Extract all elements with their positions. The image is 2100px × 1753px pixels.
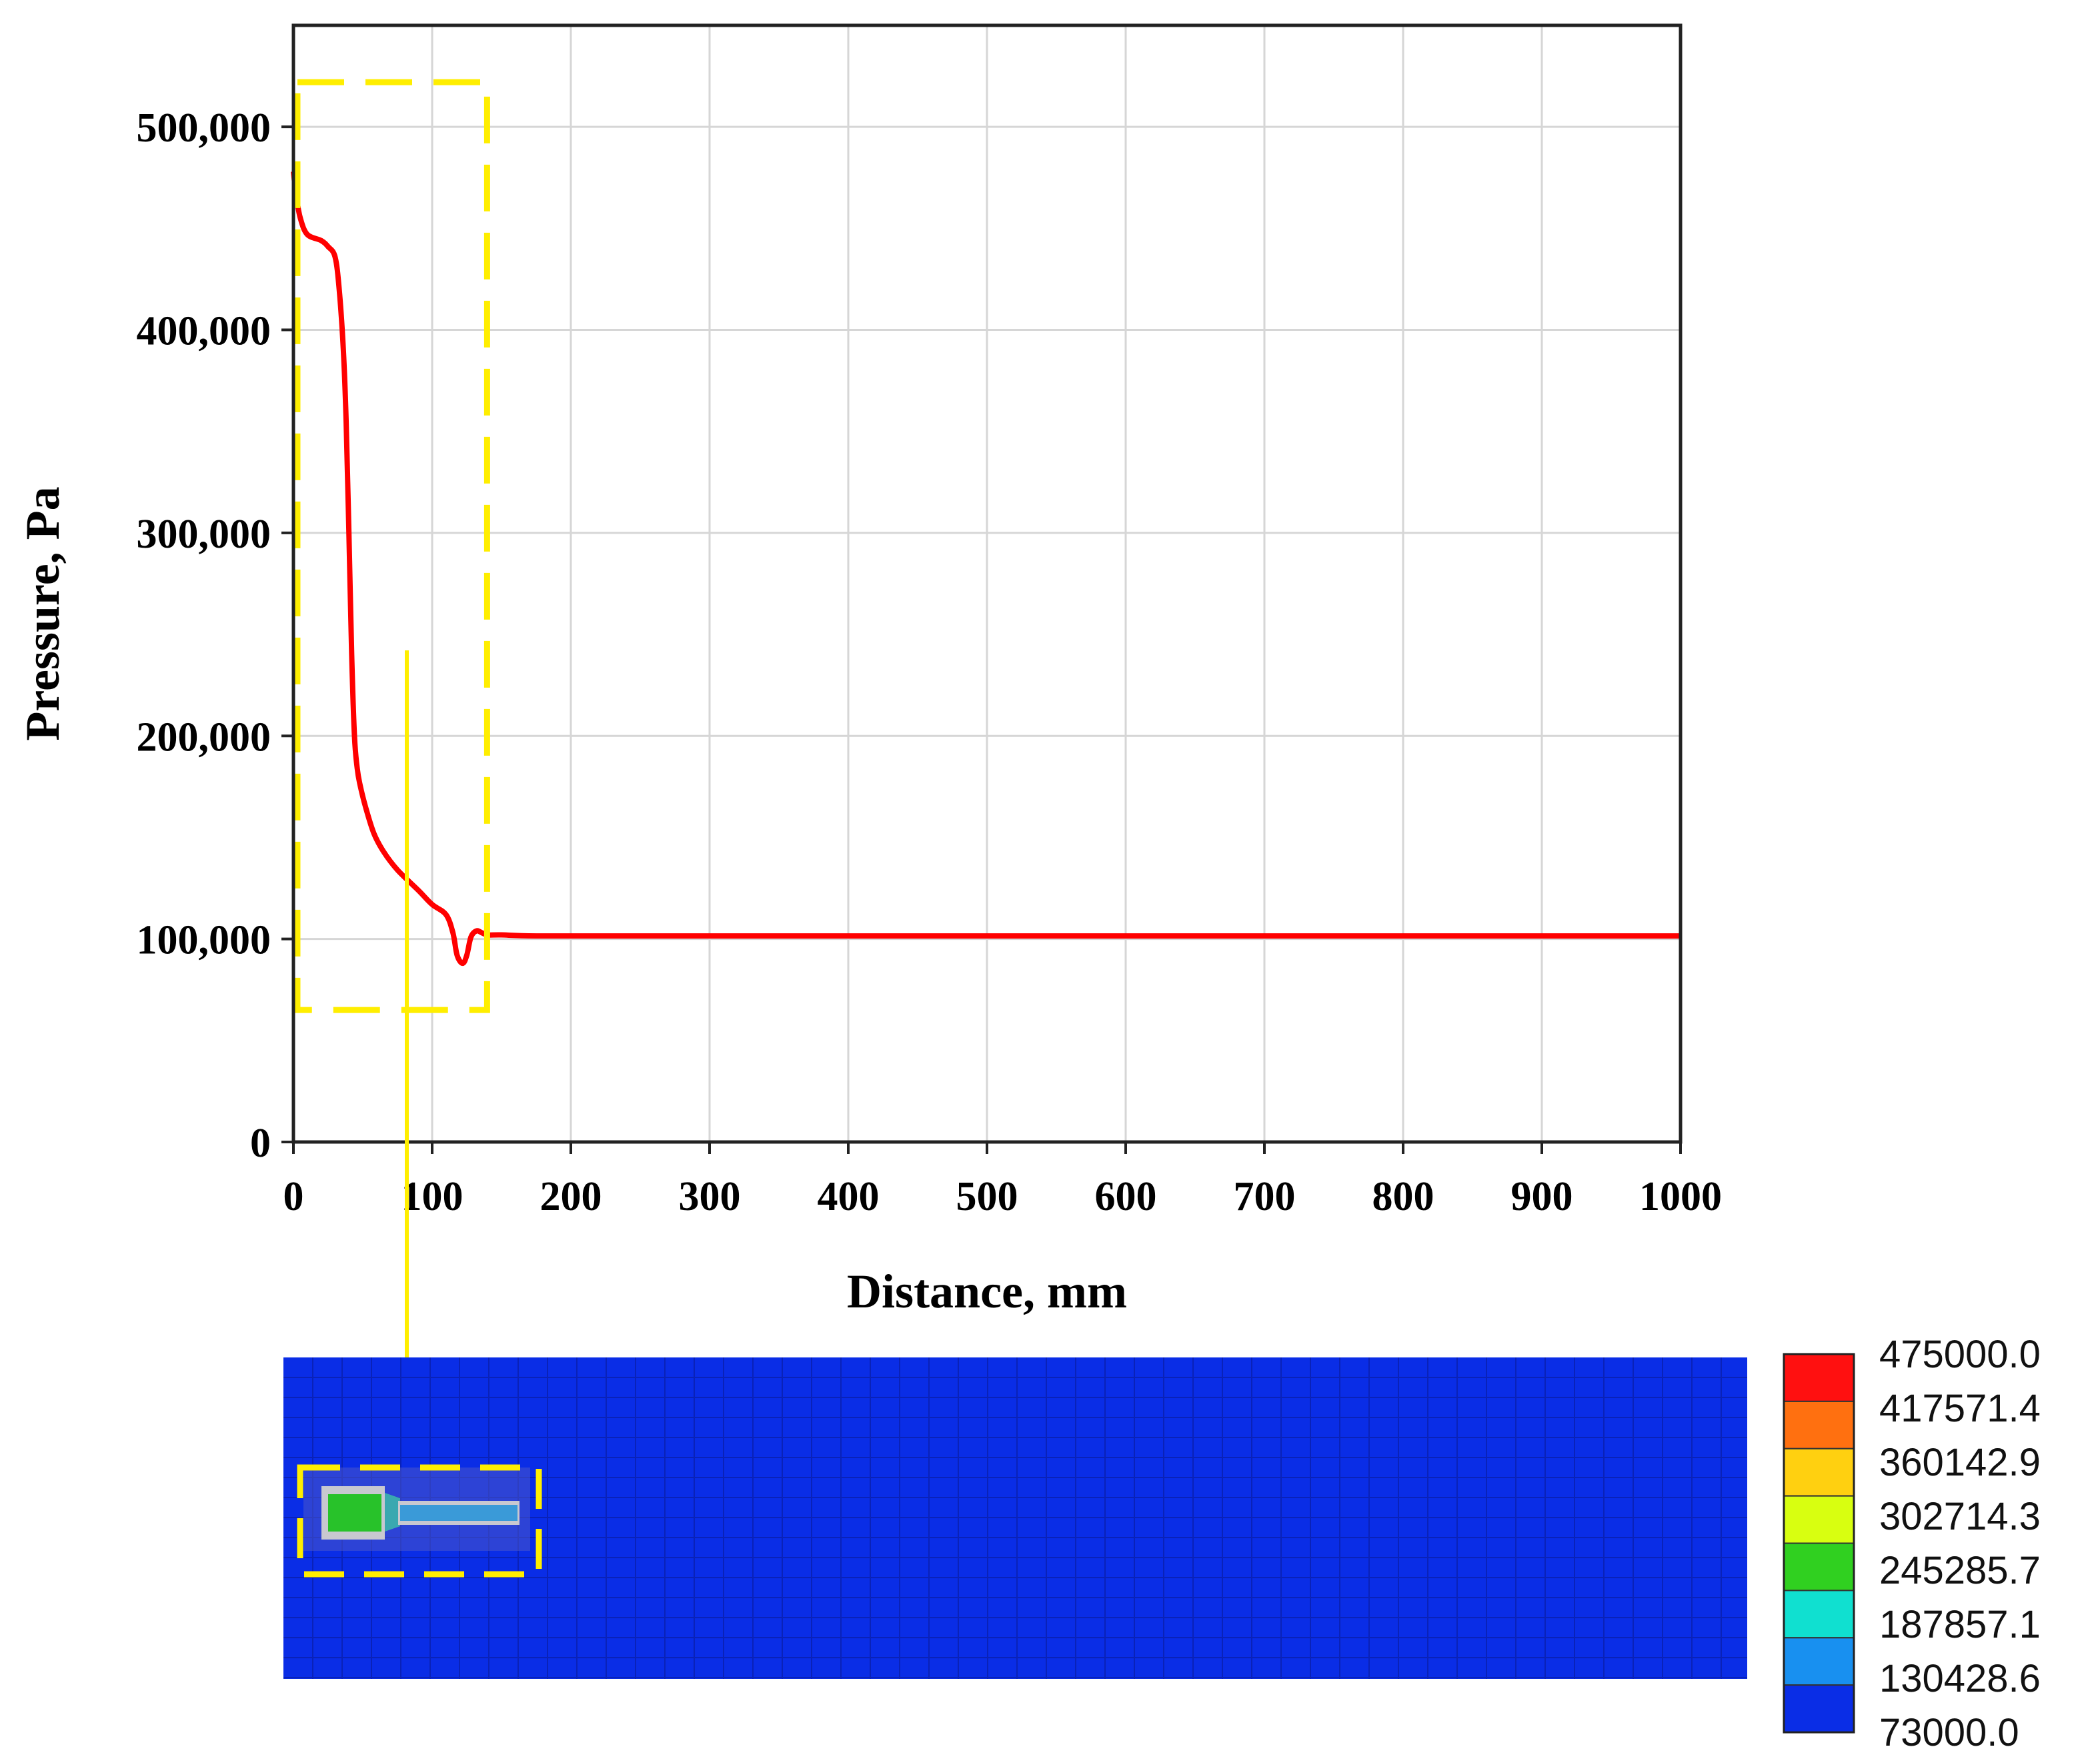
legend-value: 130428.6	[1879, 1657, 2041, 1700]
legend-swatch	[1783, 1447, 1855, 1497]
legend-frame	[1783, 1353, 1855, 1734]
series-layer	[291, 171, 1681, 967]
legend-value: 245285.7	[1879, 1549, 2041, 1592]
y-tick-label: 0	[250, 1121, 271, 1166]
y-tick-label: 400,000	[137, 309, 271, 354]
nozzle-throat	[385, 1493, 400, 1532]
legend-swatch	[1783, 1495, 1855, 1544]
legend-value: 417571.4	[1879, 1387, 2041, 1430]
x-tick-label: 0	[283, 1174, 304, 1219]
legend-value: 475000.0	[1879, 1333, 2041, 1376]
series-line-0	[291, 171, 1681, 967]
x-tick-label: 200	[540, 1174, 602, 1219]
grid	[293, 25, 1681, 1142]
legend-swatch	[1783, 1400, 1855, 1449]
y-tick-label: 500,000	[137, 105, 271, 151]
x-axis-label: Distance, mm	[847, 1265, 1127, 1318]
x-tick-label: 800	[1372, 1174, 1434, 1219]
legend-value: 360142.9	[1879, 1441, 2041, 1484]
x-tick-label: 400	[818, 1174, 880, 1219]
annotation-layer	[294, 79, 490, 1013]
color-legend: 475000.0 417571.4 360142.9 302714.3 245285.7…	[1783, 1333, 2041, 1753]
legend-swatch	[1783, 1590, 1855, 1639]
x-tick-label: 300	[679, 1174, 741, 1219]
legend-value: 187857.1	[1879, 1603, 2041, 1646]
nozzle-highlight-box	[297, 1464, 542, 1578]
legend-value: 73000.0	[1879, 1711, 2019, 1753]
x-tick-label: 1000	[1639, 1174, 1722, 1219]
legend-swatch	[1783, 1684, 1855, 1733]
pressure-chart: 0 100 200 300 400 500 600 700 800 900 1000 0 100,000…	[16, 23, 1723, 1451]
nozzle-region	[297, 1464, 542, 1578]
x-tick-label: 600	[1095, 1174, 1157, 1219]
x-tick-label: 700	[1234, 1174, 1296, 1219]
highlight-box	[294, 79, 490, 1013]
axis-ticks: 0 100 200 300 400 500 600 700 800 900 1000 0 100,000…	[137, 105, 1723, 1219]
y-axis-label: Pressure, Pa	[16, 486, 69, 740]
x-tick-label: 100	[401, 1174, 463, 1219]
nozzle-outlet-core	[400, 1505, 517, 1521]
y-tick-label: 200,000	[137, 714, 271, 760]
x-tick-label: 500	[956, 1174, 1018, 1219]
y-tick-label: 100,000	[137, 918, 271, 963]
nozzle-chamber-core	[328, 1494, 381, 1532]
legend-value: 302714.3	[1879, 1495, 2041, 1538]
legend-swatch	[1783, 1353, 1855, 1402]
x-tick-label: 900	[1511, 1174, 1573, 1219]
pressure-contour-plot: 475000.0 417571.4 360142.9 302714.3 245285.7…	[283, 1333, 2041, 1753]
y-tick-label: 300,000	[137, 512, 271, 557]
legend-swatch	[1783, 1637, 1855, 1686]
legend-swatch	[1783, 1542, 1855, 1592]
